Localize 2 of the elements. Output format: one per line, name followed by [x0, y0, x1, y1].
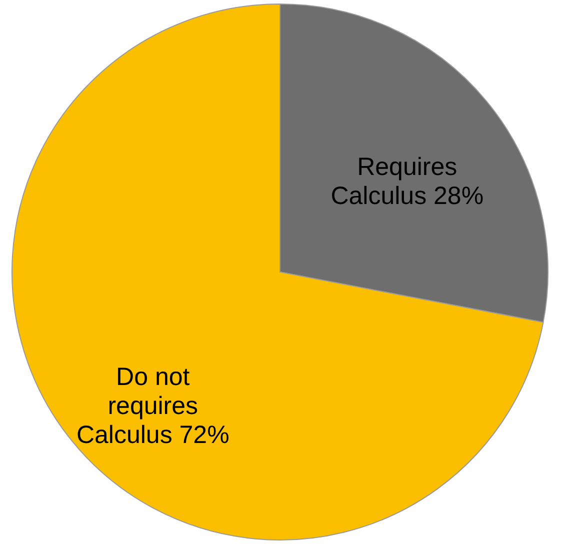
slice-label: Requires Calculus 28% [330, 152, 484, 210]
slice-label: Do not requires Calculus 72% [76, 363, 230, 450]
